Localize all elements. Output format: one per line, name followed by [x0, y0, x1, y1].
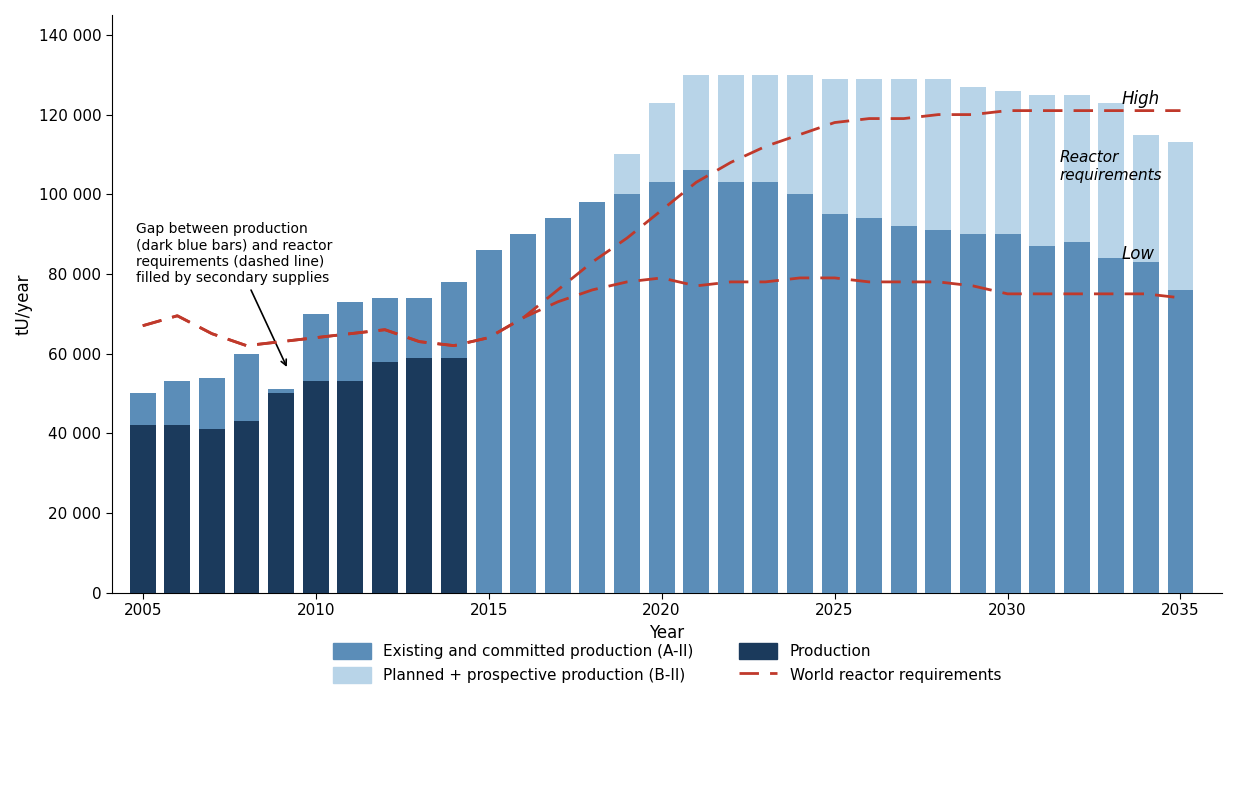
- Bar: [1029, 246, 1055, 593]
- Bar: [891, 226, 917, 593]
- Bar: [511, 234, 536, 593]
- Bar: [1168, 143, 1194, 593]
- Bar: [1064, 95, 1090, 593]
- Bar: [787, 75, 813, 593]
- Bar: [614, 195, 640, 593]
- X-axis label: Year: Year: [649, 623, 684, 641]
- Bar: [891, 79, 917, 593]
- Bar: [338, 381, 364, 593]
- Bar: [752, 75, 778, 593]
- Bar: [856, 79, 882, 593]
- Bar: [372, 298, 398, 593]
- Bar: [1098, 258, 1124, 593]
- Bar: [1029, 95, 1055, 593]
- Bar: [165, 381, 190, 593]
- Bar: [476, 250, 502, 593]
- Bar: [268, 389, 294, 593]
- Bar: [199, 429, 225, 593]
- Y-axis label: tU/year: tU/year: [15, 273, 33, 335]
- Bar: [407, 358, 433, 593]
- Bar: [476, 250, 502, 593]
- Bar: [717, 182, 743, 593]
- Bar: [995, 234, 1021, 593]
- Bar: [821, 79, 847, 593]
- Bar: [614, 154, 640, 593]
- Bar: [130, 426, 156, 593]
- Bar: [303, 381, 329, 593]
- Legend: Existing and committed production (A-II), Planned + prospective production (B-II: Existing and committed production (A-II)…: [327, 637, 1007, 689]
- Bar: [683, 75, 709, 593]
- Bar: [995, 91, 1021, 593]
- Bar: [544, 218, 570, 593]
- Text: Low: Low: [1122, 245, 1154, 263]
- Bar: [372, 362, 398, 593]
- Bar: [960, 87, 986, 593]
- Bar: [442, 282, 468, 593]
- Text: Gap between production
(dark blue bars) and reactor
requirements (dashed line)
f: Gap between production (dark blue bars) …: [136, 222, 333, 366]
- Bar: [925, 79, 951, 593]
- Bar: [338, 302, 364, 593]
- Text: Reactor
requirements: Reactor requirements: [1059, 151, 1162, 183]
- Bar: [199, 377, 225, 593]
- Bar: [372, 298, 398, 593]
- Bar: [856, 218, 882, 593]
- Bar: [199, 377, 225, 593]
- Bar: [234, 354, 260, 593]
- Bar: [442, 358, 468, 593]
- Bar: [579, 203, 605, 593]
- Bar: [407, 298, 433, 593]
- Bar: [1168, 290, 1194, 593]
- Bar: [787, 195, 813, 593]
- Bar: [821, 214, 847, 593]
- Bar: [407, 298, 433, 593]
- Bar: [234, 422, 260, 593]
- Bar: [442, 282, 468, 593]
- Bar: [268, 393, 294, 593]
- Bar: [1098, 102, 1124, 593]
- Text: High: High: [1122, 90, 1160, 108]
- Bar: [925, 230, 951, 593]
- Bar: [338, 302, 364, 593]
- Bar: [130, 393, 156, 593]
- Bar: [234, 354, 260, 593]
- Bar: [165, 381, 190, 593]
- Bar: [544, 218, 570, 593]
- Bar: [1133, 262, 1159, 593]
- Bar: [511, 234, 536, 593]
- Bar: [648, 182, 674, 593]
- Bar: [1133, 135, 1159, 593]
- Bar: [579, 203, 605, 593]
- Bar: [130, 393, 156, 593]
- Bar: [648, 102, 674, 593]
- Bar: [960, 234, 986, 593]
- Bar: [717, 75, 743, 593]
- Bar: [268, 389, 294, 593]
- Bar: [303, 314, 329, 593]
- Bar: [683, 170, 709, 593]
- Bar: [752, 182, 778, 593]
- Bar: [303, 314, 329, 593]
- Bar: [165, 426, 190, 593]
- Bar: [1064, 242, 1090, 593]
